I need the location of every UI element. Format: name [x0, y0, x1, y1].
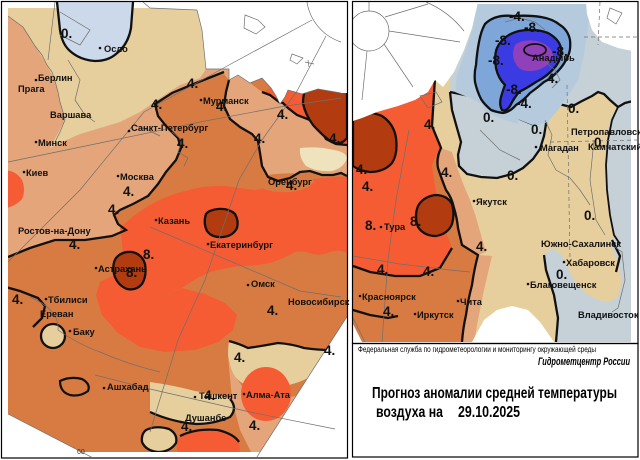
svg-text:Петропавловск: Петропавловск [571, 127, 640, 137]
svg-text:Прогноз аномалии средней темпе: Прогноз аномалии средней температуры [372, 385, 617, 402]
svg-text:4.: 4. [476, 239, 487, 254]
svg-text:Иркутск: Иркутск [417, 310, 454, 320]
svg-text:Оренбург: Оренбург [268, 177, 312, 187]
svg-text:Якутск: Якутск [476, 197, 507, 207]
svg-text:0.: 0. [568, 101, 579, 116]
svg-text:Баку: Баку [73, 327, 96, 337]
svg-text:Тбилиси: Тбилиси [48, 295, 88, 305]
svg-text:Камчатский: Камчатский [588, 142, 640, 152]
svg-text:Федеральная служба по гидромет: Федеральная служба по гидрометеорологии … [358, 344, 596, 354]
svg-text:-4.: -4. [509, 9, 525, 24]
svg-text:4.: 4. [216, 99, 227, 114]
svg-text:Тура: Тура [384, 222, 406, 232]
svg-text:Минск: Минск [38, 138, 67, 148]
svg-text:-8.: -8. [552, 44, 568, 59]
svg-text:Хабаровск: Хабаровск [566, 258, 615, 268]
svg-text:4.: 4. [377, 262, 388, 277]
svg-text:4.: 4. [547, 71, 558, 86]
svg-text:0.: 0. [584, 208, 595, 223]
svg-text:0.: 0. [507, 168, 518, 183]
svg-text:4.: 4. [12, 292, 23, 307]
svg-text:Душанбе: Душанбе [185, 413, 226, 423]
svg-text:4.: 4. [424, 117, 435, 132]
svg-text:Берлин: Берлин [38, 73, 73, 83]
svg-text:4.: 4. [187, 76, 198, 91]
svg-text:Магадан: Магадан [540, 143, 579, 153]
svg-text:Казань: Казань [158, 216, 190, 226]
svg-text:8.: 8. [126, 265, 137, 280]
svg-text:4.: 4. [423, 264, 434, 279]
svg-text:Москва: Москва [120, 172, 155, 182]
svg-text:Южно-Сахалинск: Южно-Сахалинск [541, 239, 621, 249]
svg-text:Анадырь: Анадырь [532, 53, 575, 63]
svg-text:Красноярск: Красноярск [362, 292, 416, 302]
svg-text:4.: 4. [151, 97, 162, 112]
svg-text:Алма-Ата: Алма-Ата [246, 390, 291, 400]
svg-text:4.: 4. [249, 418, 260, 433]
svg-text:4.: 4. [356, 162, 367, 177]
svg-text:Екатеринбург: Екатеринбург [210, 240, 273, 250]
svg-text:4.: 4. [383, 304, 394, 319]
svg-text:-8.: -8. [524, 20, 540, 35]
svg-text:4.: 4. [286, 178, 297, 193]
svg-text:4.: 4. [123, 184, 134, 199]
svg-text:8.: 8. [365, 218, 376, 233]
svg-text:воздуха на: воздуха на [376, 404, 443, 421]
svg-text:-8.: -8. [488, 53, 504, 68]
svg-text:4.: 4. [177, 136, 188, 151]
svg-text:60: 60 [77, 449, 85, 456]
svg-text:-8.: -8. [495, 33, 511, 48]
svg-text:4.: 4. [181, 419, 192, 434]
svg-text:-8.: -8. [506, 82, 522, 97]
svg-text:4.: 4. [69, 237, 80, 252]
svg-text:4.: 4. [324, 343, 335, 358]
svg-text:-4.: -4. [516, 96, 532, 111]
svg-text:Ереван: Ереван [40, 309, 73, 319]
svg-text:Санкт-Петербург: Санкт-Петербург [131, 123, 208, 133]
svg-text:Владивосток: Владивосток [578, 310, 639, 320]
svg-text:Мурманск: Мурманск [203, 96, 249, 106]
svg-text:4.: 4. [362, 179, 373, 194]
svg-text:8.: 8. [143, 247, 154, 262]
svg-text:29.10.2025: 29.10.2025 [458, 404, 520, 421]
svg-text:0.: 0. [483, 110, 494, 125]
svg-text:Ашхабад: Ашхабад [107, 382, 149, 392]
svg-text:4.: 4. [277, 107, 288, 122]
svg-text:Прага: Прага [18, 84, 45, 94]
svg-text:Благовещенск: Благовещенск [530, 280, 597, 290]
svg-text:Осло: Осло [104, 44, 128, 54]
svg-text:Ташкент: Ташкент [199, 391, 238, 401]
svg-text:Новосибирск: Новосибирск [288, 297, 350, 307]
svg-text:4.: 4. [254, 131, 265, 146]
svg-text:4.: 4. [108, 202, 119, 217]
svg-text:0.: 0. [556, 267, 567, 282]
svg-text:Чита: Чита [460, 297, 483, 307]
svg-text:4.: 4. [329, 131, 340, 146]
svg-text:0.: 0. [531, 122, 542, 137]
svg-text:4.: 4. [204, 388, 215, 403]
svg-text:Ростов-на-Дону: Ростов-на-Дону [18, 226, 92, 236]
svg-text:4.: 4. [441, 165, 452, 180]
svg-text:4.: 4. [234, 350, 245, 365]
svg-text:Астрахань: Астрахань [98, 264, 147, 274]
svg-text:Варшава: Варшава [50, 110, 92, 120]
svg-text:Омск: Омск [251, 279, 275, 289]
svg-text:Гидрометцентр России: Гидрометцентр России [538, 356, 630, 368]
svg-text:8.: 8. [410, 214, 421, 229]
svg-text:0.: 0. [594, 135, 605, 150]
svg-text:4.: 4. [267, 303, 278, 318]
svg-text:0.: 0. [61, 26, 72, 41]
svg-text:Киев: Киев [26, 168, 49, 178]
